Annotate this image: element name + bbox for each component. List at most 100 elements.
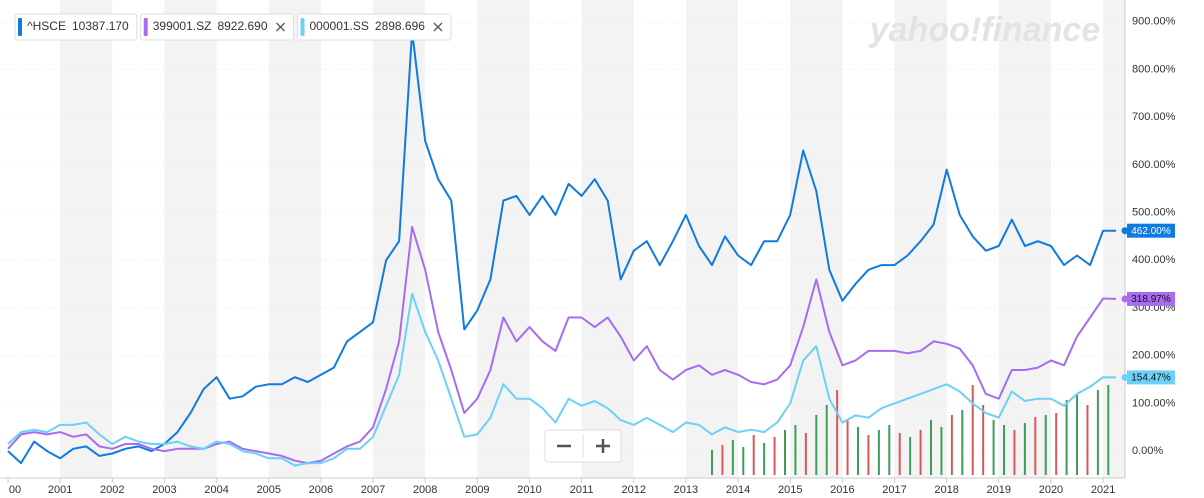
x-tick-label: 2021 (1091, 484, 1115, 496)
y-tick-label: 900.00% (1132, 16, 1176, 28)
volume-bar (867, 435, 870, 475)
end-label: 318.97% (1131, 294, 1171, 305)
end-labels: 462.00% 318.97% 154.47% (1121, 223, 1175, 385)
legend-name: ^HSCE (27, 19, 66, 33)
legend-chip[interactable]: 000001.SS 2898.696 (297, 13, 452, 41)
x-tick-label: 2020 (1039, 484, 1063, 496)
y-tick-label: 100.00% (1132, 397, 1176, 409)
x-tick-label: 2010 (517, 484, 541, 496)
y-tick-label: 500.00% (1132, 206, 1176, 218)
volume-bar (752, 435, 755, 475)
year-band (998, 0, 1051, 478)
legend: ^HSCE 10387.170 399001.SZ 8922.690 000001.SS… (14, 13, 452, 41)
volume-bar (1044, 415, 1047, 475)
volume-bar (1086, 405, 1089, 475)
x-tick-label: 2004 (204, 484, 228, 496)
close-icon[interactable] (276, 22, 285, 32)
volume-bar (1034, 417, 1037, 475)
legend-chip[interactable]: 399001.SZ 8922.690 (140, 13, 294, 41)
y-tick-label: 200.00% (1132, 350, 1176, 362)
legend-quote: 10387.170 (72, 19, 129, 33)
y-tick-label: 0.00% (1132, 445, 1163, 457)
x-tick-label: 2016 (830, 484, 854, 496)
volume-bar (888, 425, 891, 475)
end-label-box (1127, 223, 1175, 238)
x-tick-label: 2006 (309, 484, 333, 496)
x-tick-label: 2012 (622, 484, 646, 496)
y-tick-label: 600.00% (1132, 159, 1176, 171)
legend-quote: 2898.696 (375, 19, 425, 33)
end-dot (1121, 295, 1129, 303)
x-tick-label: 2013 (674, 484, 698, 496)
volume-bar (721, 445, 724, 475)
year-band (268, 0, 321, 478)
volume-bar (815, 415, 818, 475)
year-band (790, 0, 843, 478)
volume-bar (909, 437, 912, 475)
volume-bar (930, 420, 933, 475)
x-tick-label: 2011 (570, 484, 594, 496)
volume-bar (846, 420, 849, 475)
volume-bar (710, 450, 713, 475)
year-band (894, 0, 947, 478)
x-tick-label: 2008 (413, 484, 437, 496)
volume-bar (982, 405, 985, 475)
volume-bar (1055, 413, 1058, 475)
chip-bg (140, 13, 294, 41)
legend-quote: 8922.690 (217, 19, 267, 33)
end-dot (1121, 373, 1129, 381)
volume-bar (1107, 385, 1110, 475)
x-tick-label: 2007 (361, 484, 385, 496)
x-tick-label: 2017 (882, 484, 906, 496)
zoom-out[interactable] (546, 431, 582, 461)
x-tick-label: 2018 (934, 484, 958, 496)
chip-bg (14, 13, 138, 41)
axes: 00 2001 2002 2003 2004 2005 2006 2007 2008 2009 20… (7, 16, 1176, 496)
volume-bar (742, 447, 745, 475)
volume (710, 385, 1110, 475)
volume-bar (1023, 423, 1026, 475)
volume-bar (857, 427, 860, 475)
volume-bar (731, 440, 734, 475)
volume-bar (1003, 425, 1006, 475)
series-line (7, 30, 1117, 465)
x-tick-label: 2003 (152, 484, 176, 496)
end-label-box (1127, 370, 1175, 385)
x-tick-label: 2009 (465, 484, 489, 496)
year-band (477, 0, 530, 478)
end-dot (1121, 227, 1129, 235)
end-label: 462.00% (1131, 226, 1171, 237)
lines (7, 30, 1117, 467)
volume-bar (836, 390, 839, 475)
volume-bar (773, 437, 776, 475)
legend-name: 399001.SZ (153, 19, 212, 33)
volume-bar (898, 433, 901, 475)
x-tick-label: 2001 (48, 484, 72, 496)
volume-bar (1076, 395, 1079, 475)
year-band (1103, 0, 1125, 478)
volume-bar (940, 427, 943, 475)
year-band (164, 0, 217, 478)
y-tick-label: 700.00% (1132, 111, 1176, 123)
volume-bar (783, 430, 786, 475)
series-line (7, 225, 1117, 465)
volume-bar (1096, 390, 1099, 475)
year-bands (60, 0, 1125, 478)
volume-bar (794, 425, 797, 475)
chip-bg (297, 13, 452, 41)
volume-bar (1065, 400, 1068, 475)
close-icon[interactable] (433, 22, 443, 32)
volume-bar (804, 433, 807, 475)
zoom-in[interactable] (584, 431, 620, 461)
volume-bar (877, 430, 880, 475)
x-tick-label: 2005 (256, 484, 280, 496)
x-tick-label: 2014 (726, 484, 750, 496)
x-tick-label: 00 (9, 484, 21, 496)
volume-bar (825, 405, 828, 475)
legend-name: 000001.SS (310, 19, 369, 33)
volume-bar (971, 385, 974, 475)
x-tick-label: 2015 (778, 484, 802, 496)
year-band (685, 0, 739, 478)
